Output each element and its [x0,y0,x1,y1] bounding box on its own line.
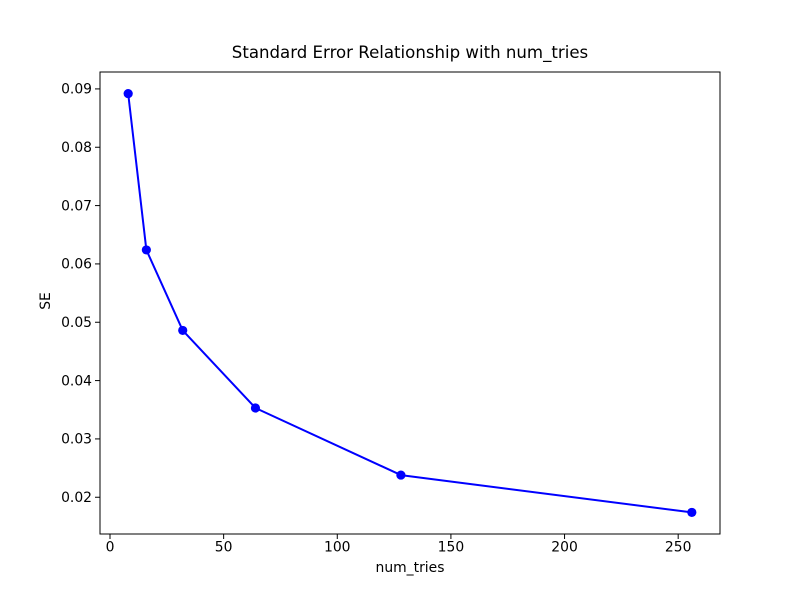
y-axis-label: SE [38,292,55,310]
data-point [250,403,261,413]
y-tick-label: 0.02 [61,490,92,506]
data-point [178,325,188,336]
x-axis-label: num_tries [375,560,445,576]
y-tick-label: 0.08 [61,140,92,156]
data-point [123,88,133,99]
x-tick-label: 250 [665,540,692,556]
data-point [396,470,406,480]
axes-spines [99,71,721,535]
data-line [127,92,693,514]
x-tick-label: 200 [551,540,578,556]
chart-title: Standard Error Relationship with num_tri… [231,43,589,62]
x-tick-label: 50 [215,540,233,556]
y-tick-label: 0.07 [61,198,92,214]
x-tick-label: 0 [106,540,115,556]
x-tick-label: 150 [438,540,465,556]
data-point [141,245,151,255]
y-tick-label: 0.04 [61,373,92,389]
y-tick-label: 0.03 [61,432,92,448]
y-tick-label: 0.05 [61,315,92,331]
y-tick-label: 0.09 [61,82,92,98]
y-tick-label: 0.06 [61,257,92,273]
data-point [687,507,697,518]
x-tick-label: 100 [324,540,351,556]
